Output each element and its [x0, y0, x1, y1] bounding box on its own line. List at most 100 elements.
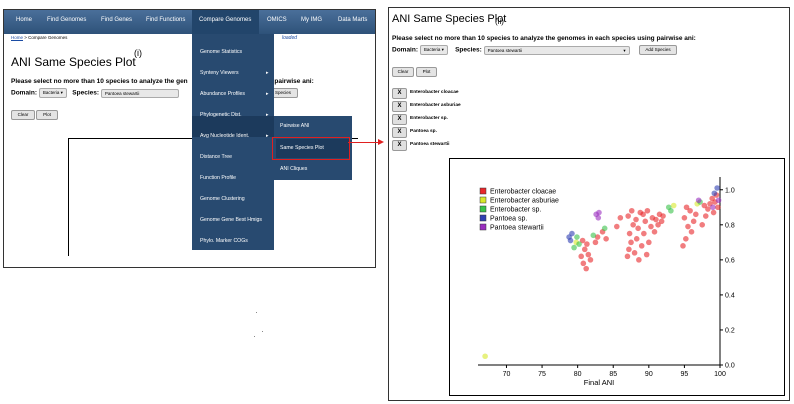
data-point	[714, 185, 720, 191]
data-point	[695, 197, 702, 204]
y-tick-label: 1.0	[725, 187, 735, 194]
y-tick-label: 0.4	[725, 292, 735, 299]
nav-data-marts[interactable]: Data Marts	[338, 17, 368, 23]
arrow-right-icon	[378, 139, 384, 145]
remove-species-button[interactable]: X	[392, 88, 407, 99]
data-point	[705, 206, 711, 212]
x-tick-label: 100	[714, 371, 726, 378]
legend-swatch	[479, 196, 487, 204]
panel-label-i: (i)	[134, 48, 142, 58]
data-point	[580, 260, 587, 267]
add-species-button[interactable]: Add Species	[639, 45, 677, 55]
data-point	[683, 236, 689, 242]
remove-species-button[interactable]: X	[392, 114, 407, 125]
data-point	[693, 211, 699, 218]
data-point	[690, 218, 697, 225]
data-point	[595, 215, 602, 221]
data-point	[643, 251, 650, 258]
data-point	[640, 211, 646, 218]
data-point	[567, 237, 574, 244]
nav-my-img[interactable]: My IMG	[301, 17, 322, 23]
menu-item[interactable]: Function Profile	[200, 175, 237, 181]
menu-item[interactable]: Distance Tree	[200, 154, 233, 160]
data-point	[688, 229, 695, 235]
legend-swatch	[479, 187, 487, 195]
data-point	[687, 207, 693, 214]
selected-species-label: Enterobacter cloacae	[410, 90, 459, 95]
species-select-value: Pantoea stewartii	[104, 90, 140, 96]
remove-species-button[interactable]: X	[392, 101, 407, 112]
menu-item[interactable]: Genome Gene Best Hmigs	[200, 217, 262, 223]
y-tick-label: 0.0	[725, 363, 735, 370]
nav-compare-genomes[interactable]: Compare Genomes	[199, 17, 252, 23]
data-point	[648, 223, 654, 230]
domain-select[interactable]: Bacteria ▾	[419, 45, 448, 55]
species-label: Species:	[455, 46, 482, 54]
chevron-down-icon: ▾	[60, 90, 63, 95]
y-tick-label: 0.8	[725, 222, 735, 229]
chevron-right-icon: ▸	[266, 70, 269, 76]
data-point	[574, 234, 580, 240]
data-point	[660, 213, 666, 219]
nav-find-genes[interactable]: Find Genes	[101, 17, 133, 23]
submenu-same-species-plot[interactable]: Same Species Plot	[280, 145, 324, 151]
y-tick-label: 0.2	[725, 327, 735, 334]
nav-find-functions[interactable]: Find Functions	[146, 17, 186, 23]
data-point	[683, 204, 690, 211]
menu-item[interactable]: Genome Statistics	[200, 49, 243, 55]
data-point	[603, 236, 609, 242]
submenu-ani-cliques[interactable]: ANI Cliques	[280, 166, 308, 172]
menu-item[interactable]: Phylo. Marker COGs	[200, 238, 248, 244]
species-select[interactable]: Pantoea stewartii ▾	[483, 45, 630, 55]
nav-find-genomes[interactable]: Find Genomes	[47, 17, 87, 23]
data-point	[701, 202, 708, 209]
data-point	[635, 225, 641, 232]
species-select-value: Pantoea stewartii	[487, 47, 523, 53]
data-point	[638, 243, 645, 249]
y-tick-label: 0.6	[725, 257, 735, 264]
clear-button[interactable]: Clear	[11, 110, 35, 120]
x-tick-label: 75	[538, 371, 546, 378]
chevron-right-icon: ▸	[266, 133, 269, 139]
x-axis-label: Final ANI	[584, 378, 614, 387]
submenu-pairwise-ani[interactable]: Pairwise ANI	[280, 123, 310, 129]
menu-item[interactable]: Avg Nucleotide Ident.	[200, 133, 250, 139]
data-point	[569, 230, 575, 237]
highlight-box	[272, 137, 350, 160]
data-point	[655, 222, 661, 228]
plot-button[interactable]: Plot	[36, 110, 58, 120]
domain-select-value: Bacteria	[42, 90, 60, 95]
page-title: ANI Same Species Plot	[392, 13, 507, 25]
x-tick-label: 80	[574, 371, 582, 378]
page-title: ANI Same Species Plot	[11, 55, 136, 69]
chevron-right-icon: ▸	[266, 91, 269, 97]
menu-item[interactable]: Genome Clustering	[200, 196, 245, 202]
remove-species-button[interactable]: X	[392, 140, 407, 151]
data-point	[715, 197, 722, 204]
data-point	[642, 218, 649, 225]
domain-select[interactable]: Bacteria ▾	[38, 88, 67, 98]
plot-button[interactable]: Plot	[416, 67, 437, 77]
domain-label: Domain:	[11, 89, 37, 97]
species-select[interactable]: Pantoea stewartii	[100, 88, 179, 98]
breadcrumb-home-link[interactable]: Home	[11, 35, 24, 40]
clear-button[interactable]: Clear	[392, 67, 414, 77]
nav-home[interactable]: Home	[16, 17, 33, 23]
legend-label: Pantoea stewartii	[490, 225, 544, 232]
data-point	[646, 239, 652, 246]
panel-label-ii: (ii)	[495, 17, 504, 26]
menu-item-highlight	[192, 116, 274, 137]
data-point	[630, 222, 636, 228]
menu-item[interactable]: Phylogenetic Dist.	[200, 112, 242, 118]
data-point	[710, 209, 717, 216]
data-point	[681, 215, 688, 221]
data-point	[680, 243, 686, 249]
legend-label: Enterobacter cloacae	[490, 189, 556, 196]
menu-item[interactable]: Abundance Profiles	[200, 91, 245, 97]
remove-species-button[interactable]: X	[392, 127, 407, 138]
menu-item[interactable]: Synteny Viewers	[200, 70, 239, 76]
instruction-start: Please select no more than 10 species to…	[11, 78, 188, 85]
data-point	[601, 225, 608, 232]
nav-omics[interactable]: OMICS	[267, 17, 287, 23]
